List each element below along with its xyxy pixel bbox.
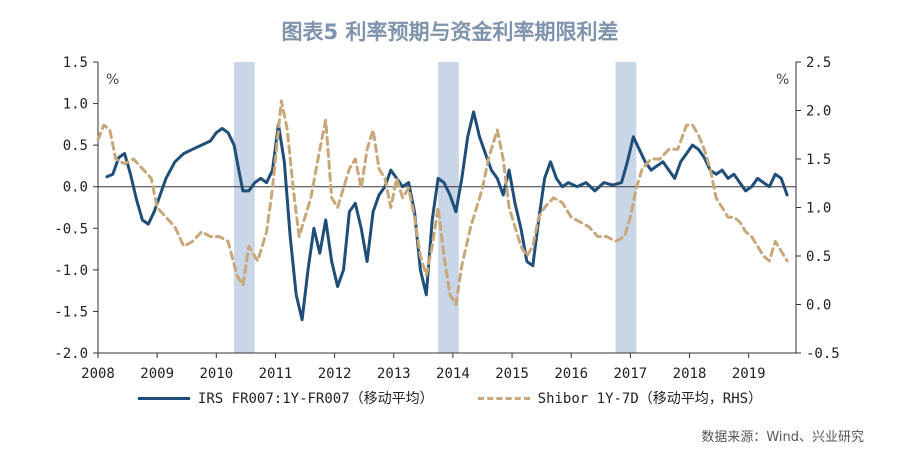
series-line-shibor bbox=[96, 99, 789, 306]
left-tick-label: -1.0 bbox=[54, 263, 88, 279]
tick-labels: 1.5 1.0 0.5 0.0 -0.5 -1.0 -1.5 -2.0 2.5 2.0 1.5 1.0… bbox=[54, 55, 839, 382]
x-tick-label: 2017 bbox=[614, 366, 648, 382]
right-axis-unit: % bbox=[776, 72, 790, 88]
right-tick-label: 0.0 bbox=[806, 298, 831, 314]
shaded-period-1 bbox=[438, 62, 459, 353]
left-axis-unit: % bbox=[106, 72, 120, 88]
chart-title: 图表5 利率预期与资金利率期限利差 bbox=[281, 20, 619, 44]
series-lines bbox=[96, 99, 789, 322]
source-note: 数据来源：Wind、兴业研究 bbox=[701, 430, 864, 445]
legend-label-irs: IRS FR007:1Y-FR007（移动平均） bbox=[197, 391, 434, 407]
x-tick-label: 2008 bbox=[81, 366, 115, 382]
left-tick-label: 0.0 bbox=[63, 180, 88, 196]
legend-swatch-shibor bbox=[477, 396, 530, 400]
shaded-period-2 bbox=[615, 62, 637, 353]
x-tick-label: 2009 bbox=[140, 366, 174, 382]
right-tick-label: 1.0 bbox=[806, 201, 831, 217]
right-tick-label: 1.5 bbox=[806, 152, 831, 168]
left-tick-label: 1.5 bbox=[63, 55, 88, 71]
x-tick-label: 2014 bbox=[436, 366, 470, 382]
left-tick-label: 1.0 bbox=[63, 97, 88, 113]
left-tick-label: 0.5 bbox=[63, 138, 88, 154]
x-tick-label: 2016 bbox=[554, 366, 588, 382]
shaded-period-0 bbox=[234, 62, 255, 353]
right-tick-label: -0.5 bbox=[806, 346, 840, 362]
left-tick-label: -0.5 bbox=[54, 221, 88, 237]
x-tick-label: 2012 bbox=[318, 366, 352, 382]
legend-item-shibor: Shibor 1Y-7D（移动平均，RHS） bbox=[477, 388, 763, 408]
right-tick-label: 2.0 bbox=[806, 104, 831, 120]
legend: IRS FR007:1Y-FR007（移动平均） Shibor 1Y-7D（移动… bbox=[0, 388, 900, 408]
x-tick-label: 2018 bbox=[673, 366, 707, 382]
legend-item-irs: IRS FR007:1Y-FR007（移动平均） bbox=[137, 388, 434, 408]
shaded-periods bbox=[234, 62, 637, 353]
right-tick-label: 2.5 bbox=[806, 55, 831, 71]
x-tick-label: 2010 bbox=[199, 366, 233, 382]
left-tick-label: -1.5 bbox=[54, 304, 88, 320]
right-tick-label: 0.5 bbox=[806, 249, 831, 265]
x-tick-label: 2019 bbox=[732, 366, 766, 382]
series-line-irs bbox=[105, 110, 789, 322]
x-tick-label: 2013 bbox=[377, 366, 411, 382]
x-tick-label: 2015 bbox=[495, 366, 529, 382]
x-tick-label: 2011 bbox=[259, 366, 293, 382]
left-tick-label: -2.0 bbox=[54, 346, 88, 362]
legend-label-shibor: Shibor 1Y-7D（移动平均，RHS） bbox=[537, 391, 763, 407]
legend-swatch-irs bbox=[137, 396, 190, 400]
